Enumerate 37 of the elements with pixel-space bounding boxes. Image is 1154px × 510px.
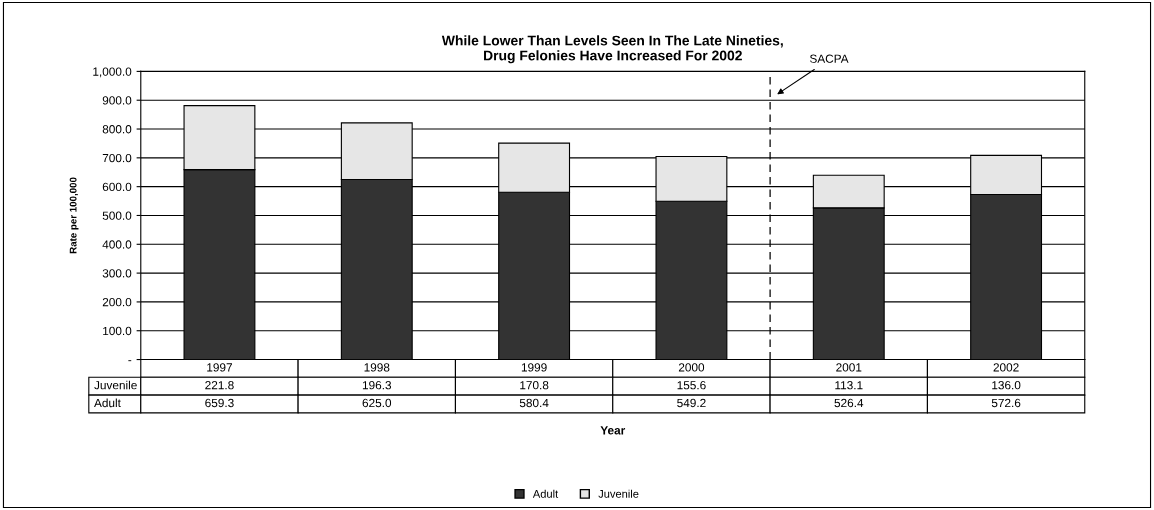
y-tick-label: 800.0: [102, 125, 132, 134]
legend-label: Adult: [532, 489, 559, 498]
data-label: 625.0: [362, 398, 392, 408]
text: Juvenile: [94, 380, 137, 390]
x-tick-label: 2000: [678, 363, 705, 372]
x-tick-label: 2002: [993, 363, 1019, 372]
y-tick-label: 400.0: [102, 240, 132, 249]
data-label: 113.1: [835, 381, 863, 390]
y-tick-label: 600.0: [102, 182, 132, 192]
y-tick-label: 900.0: [102, 96, 132, 105]
data-label: 221.8: [205, 381, 234, 390]
x-axis-title: Year: [600, 426, 626, 435]
x-tick-label: 1998: [364, 363, 390, 372]
ref-line-label: SACPA: [809, 54, 849, 63]
data-label: 170.8: [520, 381, 549, 390]
data-label: 549.2: [677, 398, 706, 408]
text: Adult: [94, 398, 121, 408]
data-label: 136.0: [992, 381, 1021, 390]
data-label: 580.4: [519, 398, 549, 408]
data-label: 659.3: [205, 398, 234, 408]
y-tick-label: 200.0: [102, 297, 132, 307]
y-axis-title: Rate per 100,000: [69, 177, 79, 254]
y-tick-label: 300.0: [102, 269, 132, 278]
y-tick-label: 100.0: [103, 326, 132, 336]
x-tick-label: 2001: [836, 363, 862, 372]
y-tick-label: 1,000.0: [93, 67, 132, 78]
y-tick-label: 500.0: [102, 211, 132, 220]
x-tick-label: 1997: [207, 363, 232, 372]
data-label: 155.6: [677, 381, 706, 390]
chart-title: While Lower Than Levels Seen In The Late Nineties, Drug Felonies Have Increased For 2002: [441, 35, 783, 64]
data-label: 526.4: [834, 398, 864, 408]
legend-label: Juvenile: [598, 489, 639, 498]
x-tick-label: 1999: [521, 363, 547, 372]
data-label: 572.6: [991, 398, 1021, 408]
y-tick-label: 700.0: [102, 153, 132, 163]
y-tick-label: -: [128, 360, 132, 362]
data-label: 196.3: [362, 381, 392, 390]
